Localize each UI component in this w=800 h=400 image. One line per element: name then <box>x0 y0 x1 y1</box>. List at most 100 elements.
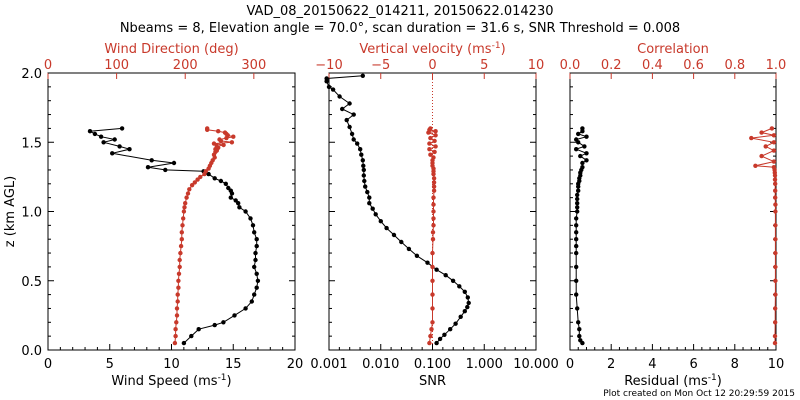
data-point <box>195 177 200 182</box>
data-point <box>355 141 360 146</box>
data-point <box>232 313 237 318</box>
data-point <box>773 202 778 207</box>
top-tick-label: 1.0 <box>766 58 787 73</box>
data-point <box>433 133 438 138</box>
data-point <box>575 192 580 198</box>
data-point <box>361 167 366 173</box>
data-point <box>221 142 226 148</box>
data-point <box>203 169 208 174</box>
data-point <box>433 129 438 134</box>
data-point <box>110 151 115 156</box>
data-point <box>434 267 439 272</box>
data-point <box>427 141 432 146</box>
data-point <box>347 124 352 130</box>
data-point <box>414 253 420 258</box>
data-point <box>250 223 256 228</box>
data-point <box>252 230 257 235</box>
data-point <box>465 295 470 300</box>
data-point <box>347 101 352 106</box>
data-point <box>249 299 254 304</box>
top-axis-label: Correlation <box>637 42 709 57</box>
y-tick-label: 0.0 <box>21 344 42 359</box>
data-point <box>214 144 219 149</box>
data-point <box>575 201 580 206</box>
top-tick-label: −5 <box>371 58 390 73</box>
data-point <box>431 202 436 207</box>
data-point <box>773 237 778 242</box>
bottom-tick-label: 0.001 <box>310 357 347 372</box>
data-point <box>773 278 778 283</box>
data-point <box>117 144 122 149</box>
data-point <box>430 278 435 283</box>
data-point <box>173 333 178 339</box>
top-axis-label-text: Correlation <box>637 42 709 57</box>
data-point <box>773 292 778 297</box>
data-point <box>253 250 258 256</box>
data-point <box>370 206 375 211</box>
data-point <box>578 338 583 343</box>
top-axis-label-text: Vertical velocity (ms <box>359 42 491 57</box>
data-point <box>574 237 579 242</box>
bottom-tick-label: 8 <box>731 357 739 372</box>
data-point <box>425 260 430 265</box>
data-point <box>773 306 778 311</box>
top-axis-label-close: ) <box>501 42 506 57</box>
data-point <box>773 209 778 214</box>
data-point <box>174 320 179 325</box>
data-point <box>181 209 187 214</box>
y-tick-label: 1.0 <box>21 206 42 221</box>
figure-title-line2: Nbeams = 8, Elevation angle = 70.0°, sca… <box>120 21 680 36</box>
data-point <box>177 264 182 270</box>
data-point <box>753 163 758 168</box>
data-point <box>429 327 434 332</box>
data-point <box>351 137 356 142</box>
series-line <box>174 128 234 344</box>
data-point <box>772 340 778 346</box>
top-tick-label: 200 <box>173 58 198 73</box>
bottom-tick-label: 0 <box>566 357 574 372</box>
y-tick-label: 0.5 <box>21 275 42 290</box>
data-point <box>431 209 436 214</box>
data-point <box>223 181 228 186</box>
data-point <box>174 306 180 311</box>
data-point <box>431 223 436 228</box>
data-point <box>226 185 231 191</box>
data-point <box>231 134 236 139</box>
bottom-axis-label: SNR <box>419 374 446 389</box>
data-point <box>428 152 433 157</box>
data-point <box>574 137 579 142</box>
data-point <box>773 188 778 193</box>
data-point <box>206 171 211 177</box>
bottom-axis-label-sup: -1 <box>218 373 227 383</box>
data-point <box>574 230 579 235</box>
data-point <box>174 313 180 318</box>
data-point <box>216 129 221 134</box>
data-point <box>189 183 195 188</box>
data-point <box>182 205 187 210</box>
data-point <box>359 152 364 157</box>
data-point <box>221 320 226 325</box>
data-point <box>773 223 778 228</box>
plot-frame <box>47 72 296 351</box>
top-tick-label: 100 <box>104 58 129 73</box>
data-point <box>430 250 435 256</box>
top-tick-label: 0 <box>44 58 52 73</box>
top-tick-label: −10 <box>315 58 342 73</box>
data-point <box>428 135 433 141</box>
data-point <box>384 225 389 231</box>
data-point <box>183 201 188 206</box>
data-point <box>431 195 436 200</box>
data-point <box>360 73 365 79</box>
top-tick-label: 0.8 <box>724 58 745 73</box>
data-point <box>349 131 355 137</box>
bottom-axis-label-text: Residual (ms <box>624 374 708 389</box>
data-point <box>255 278 261 283</box>
top-tick-label: 10 <box>528 58 545 73</box>
bottom-axis-label-close: ) <box>717 374 722 389</box>
series-bottom-0 <box>574 126 589 346</box>
data-point <box>574 278 579 283</box>
data-point <box>176 285 181 290</box>
data-point <box>178 250 183 256</box>
data-point <box>181 340 187 346</box>
data-point <box>578 153 583 159</box>
